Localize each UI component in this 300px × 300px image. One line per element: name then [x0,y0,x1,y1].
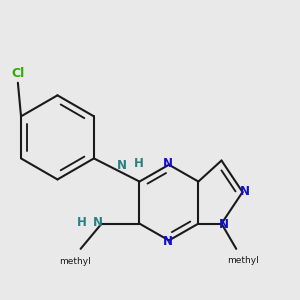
Text: N: N [163,235,173,248]
Text: N: N [219,218,229,231]
Text: N: N [240,184,250,197]
Text: H: H [134,157,144,170]
Text: N: N [117,159,127,172]
Text: N: N [92,216,102,229]
Text: methyl: methyl [59,257,91,266]
Text: H: H [77,216,87,229]
Text: Cl: Cl [11,67,25,80]
Text: N: N [163,157,173,170]
Text: methyl: methyl [227,256,258,265]
